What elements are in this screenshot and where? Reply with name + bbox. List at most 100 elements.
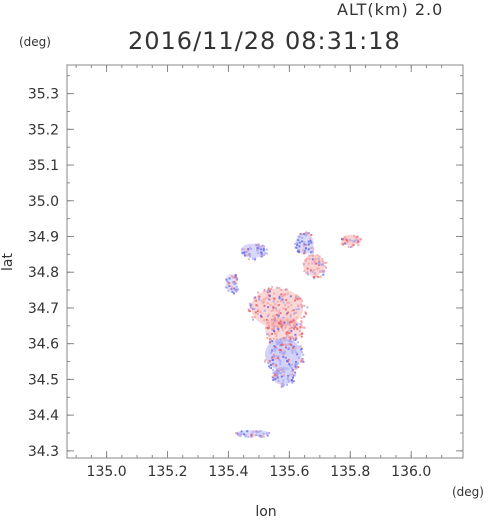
echo-pixel [322, 273, 325, 276]
echo-pixel [276, 372, 278, 375]
echo-pixel [234, 282, 237, 285]
echo-pixel [267, 319, 269, 322]
echo-pixel [233, 287, 236, 290]
echo-pixel [273, 356, 275, 358]
echo-pixel [236, 288, 239, 291]
echo-pixel [286, 288, 289, 291]
echo-pixel [311, 258, 314, 261]
x-axis-title: lon [255, 504, 276, 520]
echo-pixel [291, 373, 294, 376]
echo-pixel [291, 347, 294, 350]
echo-pixel [236, 289, 239, 292]
echo-pixel [248, 258, 250, 261]
echo-pixel [248, 254, 250, 256]
echo-pixel [232, 276, 235, 279]
echo-pixel [355, 238, 358, 241]
echo-region-main-south-positive [265, 316, 306, 346]
echo-region-main-south-negative [263, 336, 305, 375]
echo-pixel [250, 434, 253, 437]
echo-pixel [294, 371, 297, 374]
echo-pixel [301, 233, 304, 236]
echo-pixel [266, 333, 268, 336]
echo-pixel [240, 430, 243, 433]
echo-pixel [267, 315, 269, 318]
echo-pixel [313, 260, 316, 263]
echo-pixel [249, 304, 252, 307]
echo-pixel [296, 298, 299, 301]
echo-pixel [351, 245, 354, 248]
echo-pixel [286, 331, 289, 334]
echo-pixel [274, 325, 276, 327]
echo-pixel [290, 335, 293, 338]
echo-pixel [281, 382, 284, 385]
echo-pixel [303, 305, 306, 307]
echo-pixel [286, 360, 288, 362]
echo-pixel [277, 370, 280, 372]
echo-pixel [299, 323, 302, 325]
echo-pixel [313, 272, 316, 275]
echo-pixel [304, 234, 307, 237]
echo-pixel [257, 309, 260, 311]
echo-pixel [302, 249, 305, 251]
echo-pixel [271, 323, 274, 326]
echo-pixel [268, 341, 271, 344]
echo-pixel [286, 376, 289, 379]
echo-pixel [250, 305, 253, 308]
echo-pixel [292, 324, 295, 327]
echo-pixel [311, 250, 314, 253]
echo-pixel [308, 254, 311, 257]
echo-region-north-cell-negative [294, 231, 315, 257]
echo-pixel [298, 250, 300, 253]
echo-pixel [355, 236, 358, 239]
echo-pixel [290, 340, 293, 343]
echo-area [225, 274, 238, 292]
echo-pixel [279, 338, 282, 340]
echo-pixel [258, 295, 261, 298]
echo-pixel [290, 321, 293, 323]
echo-pixel [295, 294, 298, 297]
echo-pixel [273, 321, 276, 324]
echo-pixel [345, 238, 348, 241]
echo-pixel [270, 351, 273, 354]
echo-pixel [286, 318, 289, 321]
echo-pixel [300, 316, 303, 319]
echo-pixel [282, 368, 285, 371]
echo-pixel [296, 243, 299, 246]
echo-pixel [272, 317, 275, 320]
echo-pixel [288, 363, 291, 366]
echo-pixel [278, 359, 281, 362]
echo-pixel [246, 253, 249, 256]
echo-pixel [300, 358, 303, 361]
echo-pixel [256, 248, 259, 251]
echo-pixel [300, 298, 303, 301]
echo-pixel [230, 275, 233, 278]
echo-pixel [348, 239, 351, 241]
echo-pixel [288, 321, 291, 324]
echo-pixel [350, 245, 353, 248]
echo-pixel [312, 248, 315, 251]
echo-pixel [263, 288, 266, 291]
echo-pixel [235, 277, 238, 280]
echo-pixel [266, 289, 269, 292]
echo-pixel [297, 366, 300, 368]
echo-pixel [291, 369, 294, 372]
echo-pixel [290, 326, 293, 329]
echo-pixel [290, 367, 293, 370]
echo-pixel [289, 295, 292, 298]
echo-pixel [310, 241, 313, 244]
echo-pixel [297, 239, 300, 242]
echo-pixel [231, 281, 234, 284]
echo-pixel [297, 304, 300, 307]
echo-pixel [273, 292, 276, 295]
echo-pixel [275, 340, 278, 343]
echo-pixel [274, 373, 277, 376]
echo-pixel [318, 270, 321, 273]
echo-pixel [266, 434, 269, 437]
echo-pixel [325, 266, 327, 269]
y-tick-label: 35.0 [28, 194, 59, 210]
echo-pixel [294, 333, 297, 336]
echo-pixel [304, 311, 307, 314]
echo-pixel [344, 242, 347, 245]
echo-pixel [298, 297, 301, 300]
echo-pixel [254, 257, 257, 260]
